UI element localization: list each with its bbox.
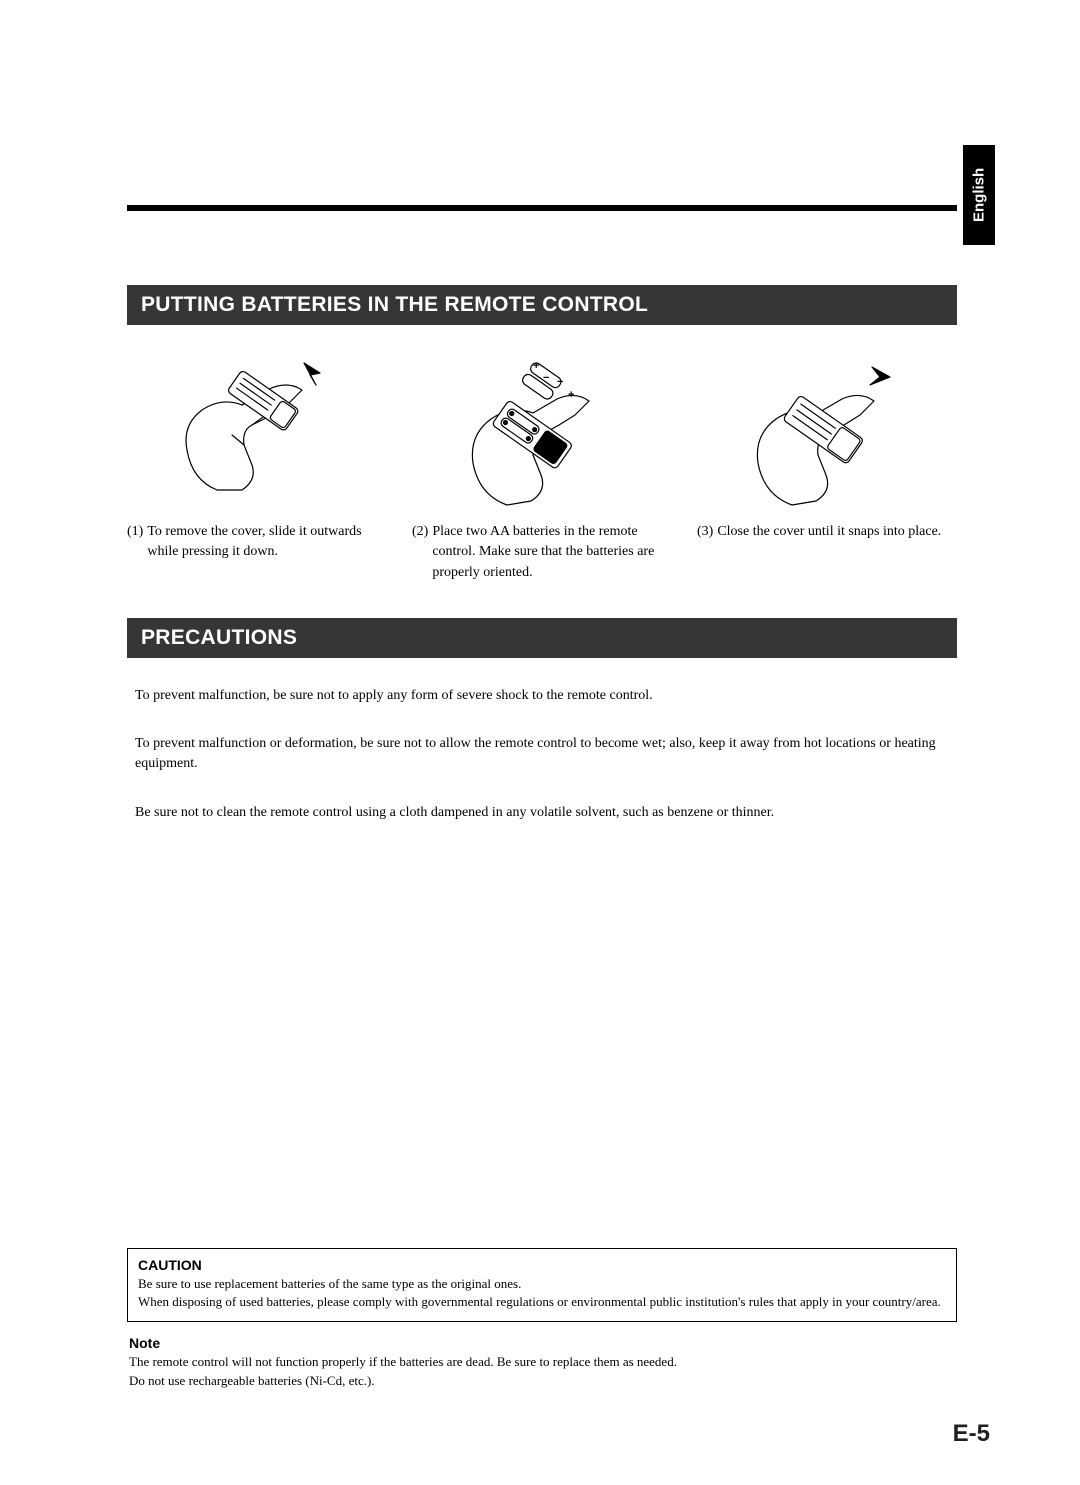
step-3-number: (3): [697, 522, 713, 542]
main-content: PUTTING BATTERIES IN THE REMOTE CONTROL: [127, 285, 957, 823]
caution-box: CAUTION Be sure to use replacement batte…: [127, 1248, 957, 1322]
step-1-text: (1) To remove the cover, slide it outwar…: [127, 522, 387, 563]
precautions-section: PRECAUTIONS To prevent malfunction, be s…: [127, 618, 957, 823]
step-2-illustration: +− −+: [412, 347, 672, 522]
step-2-body: Place two AA batteries in the remote con…: [432, 522, 672, 583]
language-tab: English: [963, 145, 995, 245]
step-2-number: (2): [412, 522, 428, 583]
step-1-illustration: [127, 347, 387, 522]
precautions-body: To prevent malfunction, be sure not to a…: [127, 686, 957, 823]
svg-text:−: −: [557, 376, 563, 388]
caution-line: Be sure to use replacement batteries of …: [138, 1275, 946, 1293]
section-header-precautions: PRECAUTIONS: [127, 618, 957, 658]
note-title: Note: [129, 1335, 955, 1351]
top-rule: [127, 205, 957, 211]
step-3-illustration: [697, 347, 957, 522]
svg-text:+: +: [533, 360, 539, 372]
step-1: (1) To remove the cover, slide it outwar…: [127, 347, 387, 583]
note-body: The remote control will not function pro…: [129, 1353, 955, 1391]
precaution-paragraph: Be sure not to clean the remote control …: [135, 803, 949, 823]
precaution-paragraph: To prevent malfunction or deformation, b…: [135, 734, 949, 775]
step-2-text: (2) Place two AA batteries in the remote…: [412, 522, 672, 583]
steps-row: (1) To remove the cover, slide it outwar…: [127, 347, 957, 583]
caution-line: When disposing of used batteries, please…: [138, 1293, 946, 1311]
note-line: Do not use rechargeable batteries (Ni-Cd…: [129, 1372, 955, 1391]
svg-text:−: −: [543, 372, 549, 384]
step-3-text: (3) Close the cover until it snaps into …: [697, 522, 957, 542]
caution-body: Be sure to use replacement batteries of …: [138, 1275, 946, 1311]
svg-text:+: +: [568, 389, 574, 401]
precaution-paragraph: To prevent malfunction, be sure not to a…: [135, 686, 949, 706]
step-3-body: Close the cover until it snaps into plac…: [717, 522, 957, 542]
step-1-body: To remove the cover, slide it outwards w…: [147, 522, 387, 563]
caution-title: CAUTION: [138, 1257, 946, 1273]
page-number: E-5: [953, 1420, 990, 1448]
note-line: The remote control will not function pro…: [129, 1353, 955, 1372]
step-3: (3) Close the cover until it snaps into …: [697, 347, 957, 583]
step-2: +− −+ (2) Place two AA batteries in the …: [412, 347, 672, 583]
note-block: Note The remote control will not functio…: [127, 1335, 957, 1391]
section-header-batteries: PUTTING BATTERIES IN THE REMOTE CONTROL: [127, 285, 957, 325]
step-1-number: (1): [127, 522, 143, 563]
